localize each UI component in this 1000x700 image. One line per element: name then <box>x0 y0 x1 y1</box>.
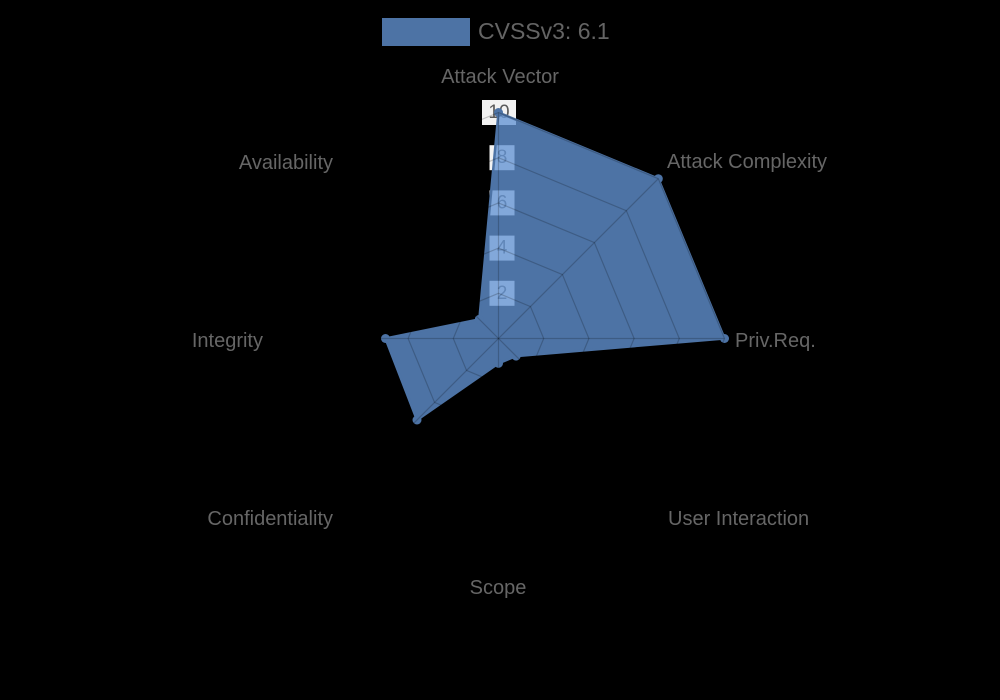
axis-label-priv-req-: Priv.Req. <box>735 330 816 352</box>
axis-label-user-interaction: User Interaction <box>668 508 809 530</box>
series-cvssv3 <box>381 108 729 425</box>
axis-labels: Attack Vector Attack Complexity Priv.Req. U… <box>192 66 827 599</box>
legend[interactable]: CVSSv3: 6.1 <box>382 18 610 46</box>
axis-label-attack-vector: Attack Vector <box>441 66 559 88</box>
legend-swatch[interactable] <box>382 18 470 46</box>
series-point <box>653 174 663 184</box>
series-point <box>511 351 521 361</box>
grid-ring <box>271 111 726 566</box>
series-point <box>474 314 484 324</box>
grid-spoke <box>498 338 659 499</box>
axis-label-confidentiality: Confidentiality <box>207 508 333 530</box>
grid-ring <box>407 247 590 430</box>
series-point <box>494 358 503 368</box>
grid-ring <box>452 292 545 385</box>
grid-spoke <box>338 338 499 499</box>
series-point <box>494 108 503 117</box>
axis-label-scope: Scope <box>470 577 527 599</box>
series-point <box>381 334 390 343</box>
axis-label-availability: Availability <box>239 152 333 174</box>
axis-label-integrity: Integrity <box>192 330 263 352</box>
legend-label[interactable]: CVSSv3: 6.1 <box>478 18 610 44</box>
grid-spoke <box>498 178 659 339</box>
axis-label-attack-complexity: Attack Complexity <box>667 151 827 173</box>
radar-grid <box>271 111 726 566</box>
series-point <box>720 334 729 343</box>
grid-spoke <box>338 178 499 339</box>
grid-ring <box>317 157 680 520</box>
series-point <box>412 415 422 425</box>
grid-ring <box>362 202 635 475</box>
